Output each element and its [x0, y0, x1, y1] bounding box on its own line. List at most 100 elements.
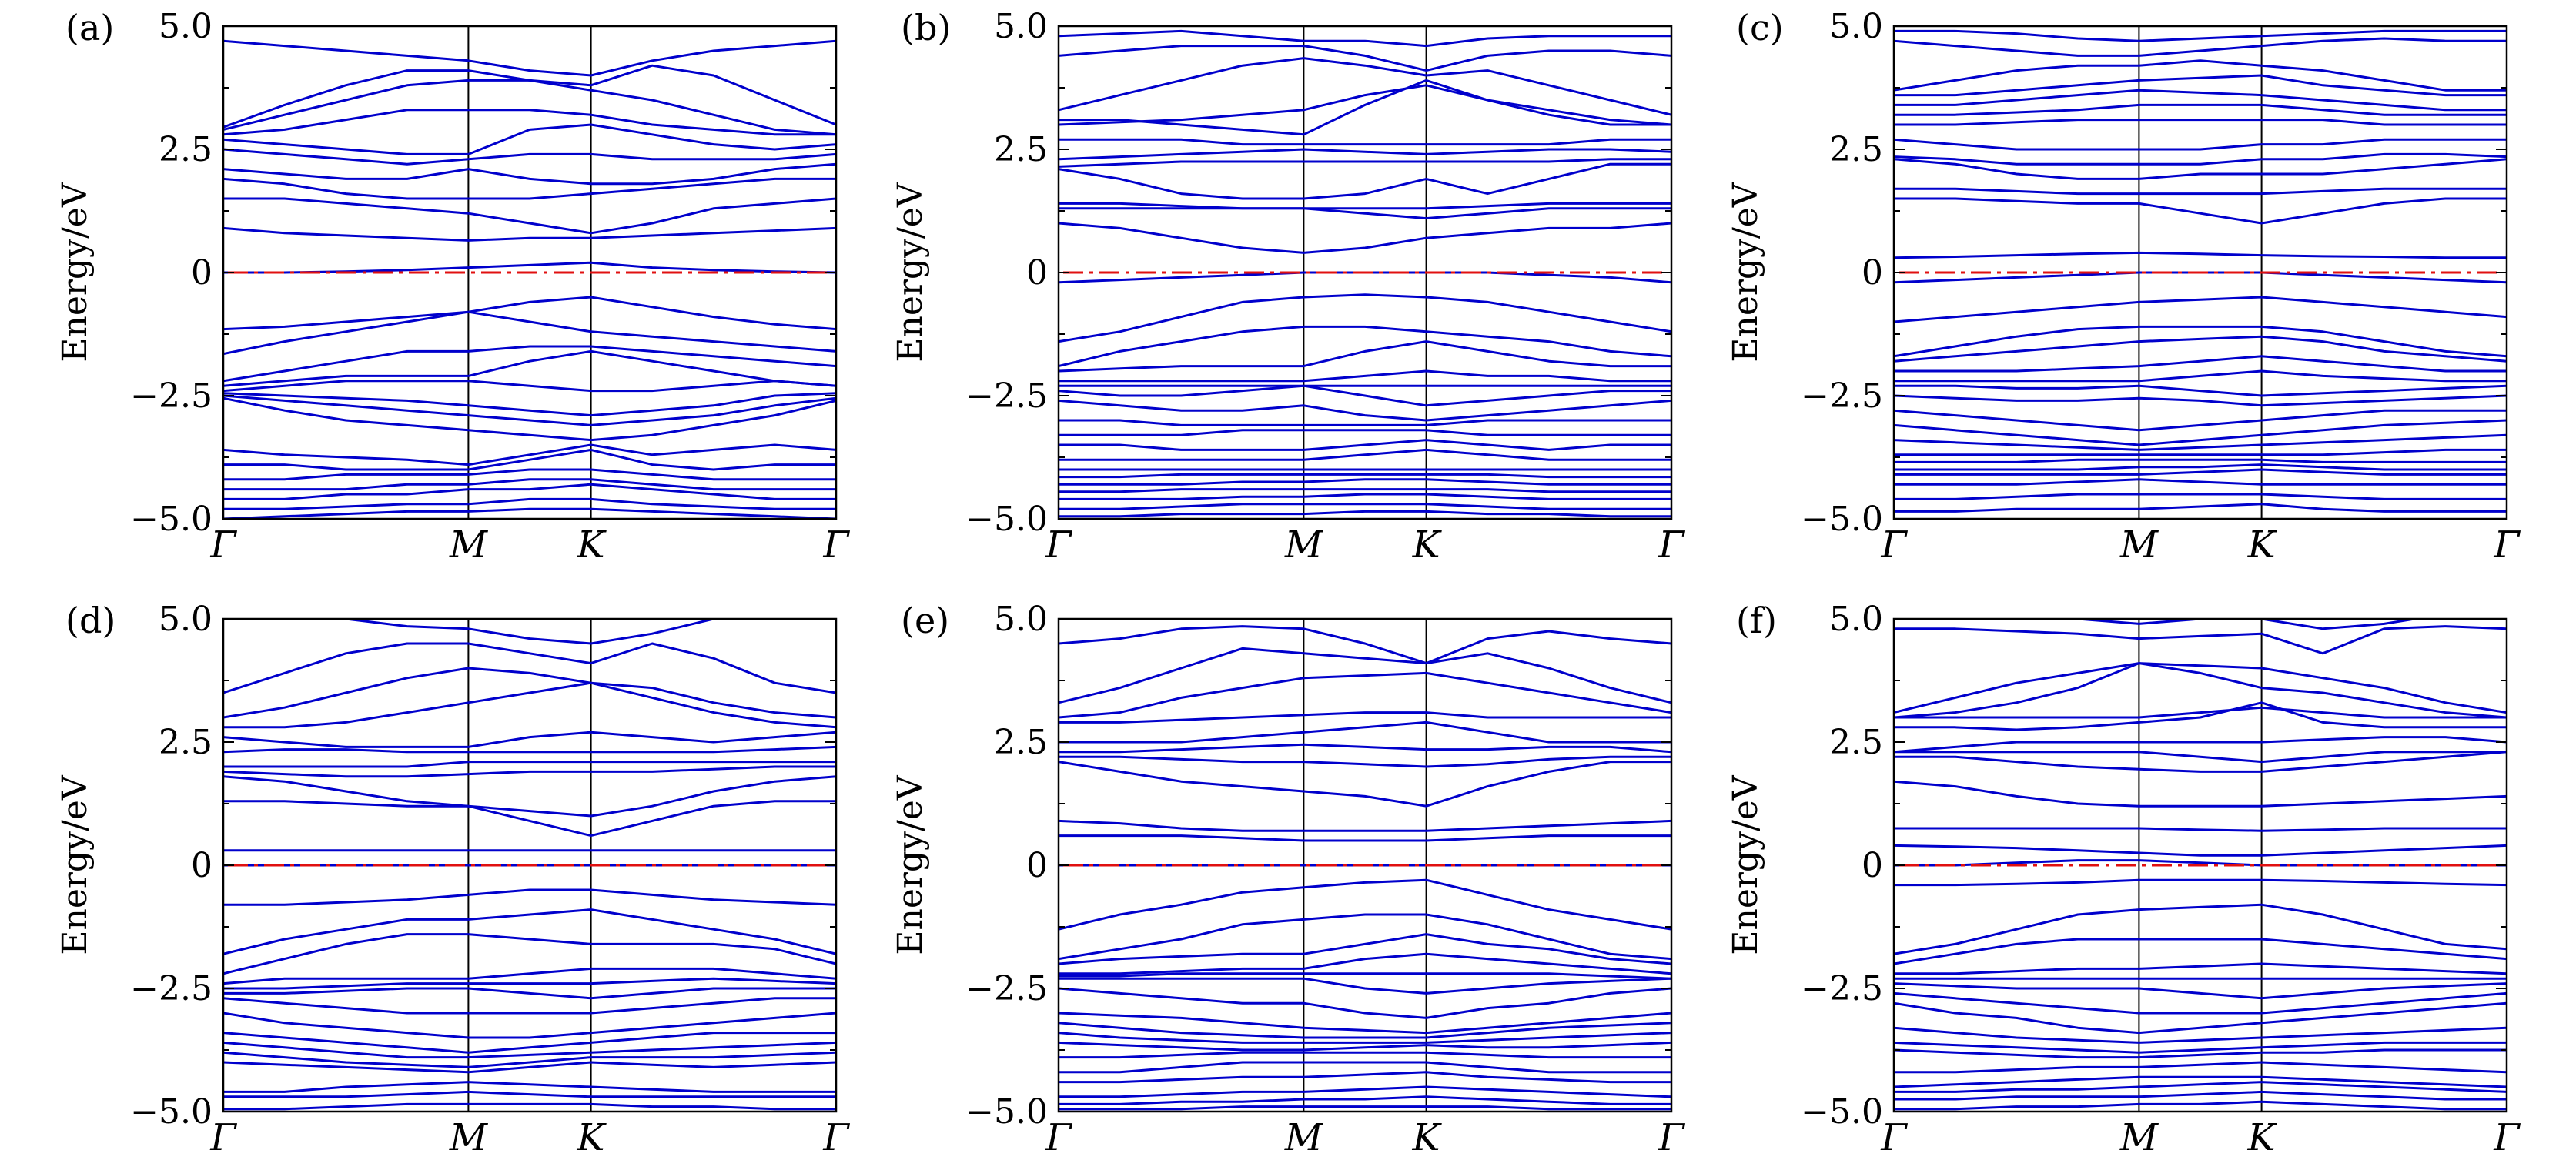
band-line [2063, 619, 2423, 630]
k-point-label: M [2119, 1116, 2159, 1159]
band-line [1894, 335, 2507, 363]
k-point-label: Γ [822, 1116, 850, 1159]
band-line [1894, 751, 2507, 773]
band-line [1059, 987, 1671, 1019]
y-axis-title: Energy/eV [1726, 182, 1765, 362]
band-line [1894, 1075, 2507, 1088]
band-line [1894, 478, 2507, 486]
k-point-label: M [449, 1116, 489, 1159]
band-line [1894, 1001, 2507, 1035]
band-line [223, 394, 836, 426]
band-line [1059, 340, 1671, 373]
band-line [1059, 429, 1671, 436]
band-line [1894, 458, 2507, 463]
band-line [1059, 510, 1671, 518]
band-line [1059, 743, 1671, 754]
y-tick-label: 2.5 [1829, 130, 1883, 169]
y-tick-label: 0 [1026, 253, 1048, 293]
band-line [223, 483, 836, 500]
k-point-label: Γ [2493, 523, 2521, 567]
band-line [1059, 1095, 1671, 1105]
y-tick-label: 2.5 [994, 130, 1048, 169]
band-line [1059, 1061, 1671, 1074]
band-line [1894, 1041, 2507, 1054]
band-line [331, 619, 721, 645]
band-panel-d: −5.0 −2.5 0 2.5 5.0 Γ M K Γ Energy/eV (d) [55, 600, 850, 1159]
k-point-label: Γ [822, 523, 850, 567]
y-tick-label: 2.5 [159, 130, 212, 169]
band-line [223, 765, 836, 778]
band-line [1894, 433, 2507, 451]
band-line [1275, 619, 1517, 620]
band-line [1894, 706, 2507, 719]
band-line [1059, 202, 1671, 210]
band-line [1894, 103, 2507, 116]
band-line [223, 800, 836, 838]
bands-group [1059, 29, 1671, 518]
k-point-label: Γ [1880, 1116, 1908, 1159]
band-line [1894, 1100, 2507, 1111]
bands-group [1894, 619, 2507, 1111]
y-tick-label: 5.0 [1829, 600, 1883, 639]
band-line [1059, 222, 1671, 254]
k-point-label: K [1412, 523, 1443, 567]
band-line [1894, 1048, 2507, 1059]
band-line [1894, 29, 2507, 42]
y-tick-label: 0 [1026, 846, 1048, 885]
band-line [1059, 439, 1671, 451]
band-line [1059, 84, 1671, 126]
band-panel-f: −5.0 −2.5 0 2.5 5.0 Γ M K Γ Energy/eV (f) [1726, 600, 2521, 1159]
bands-group [223, 619, 836, 1111]
band-line [1894, 355, 2507, 373]
band-line [1894, 1090, 2507, 1101]
band-line [1059, 625, 1671, 665]
band-line [1059, 952, 1671, 975]
band-line [1059, 148, 1671, 161]
band-line [1059, 448, 1671, 461]
y-tick-label: −2.5 [1801, 969, 1883, 1008]
band-line [223, 261, 836, 274]
bands-group [1894, 29, 2507, 513]
band-line [223, 681, 836, 729]
band-line [223, 345, 836, 383]
band-line [223, 731, 836, 748]
y-tick-label: −5.0 [130, 500, 212, 539]
band-line [1894, 751, 2507, 764]
band-line [1894, 878, 2507, 887]
band-line [223, 443, 836, 466]
band-line [223, 148, 836, 166]
k-point-label: Γ [1658, 1116, 1685, 1159]
band-line [1894, 493, 2507, 500]
y-tick-label: −2.5 [1801, 376, 1883, 416]
k-point-label: Γ [2493, 1116, 2521, 1159]
band-line [1894, 384, 2507, 397]
y-axis-title: Energy/eV [55, 182, 95, 362]
band-line [223, 123, 836, 155]
band-line [1894, 409, 2507, 432]
band-line [1059, 45, 1671, 72]
band-line [1894, 369, 2507, 383]
y-tick-label: 5.0 [159, 600, 212, 639]
band-line [223, 396, 836, 442]
band-line [1059, 1071, 1671, 1084]
band-line [223, 177, 836, 200]
band-line [1059, 878, 1671, 931]
band-line [1894, 448, 2507, 456]
band-line [223, 1041, 836, 1059]
band-line [1894, 662, 2507, 719]
y-tick-label: 5.0 [1829, 7, 1883, 46]
panel-label: (a) [65, 7, 114, 48]
band-line [223, 507, 836, 519]
band-line [1059, 79, 1671, 136]
band-line [223, 109, 836, 136]
band-line [1894, 780, 2507, 808]
band-line [223, 667, 836, 719]
y-tick-label: 0 [1862, 846, 1883, 885]
band-line [1059, 1105, 1671, 1111]
k-point-label: M [1284, 523, 1324, 567]
band-panel-a: −5.0 −2.5 0 2.5 5.0 Γ M K Γ Energy/eV (a) [55, 7, 850, 567]
panel-label: (e) [901, 600, 949, 641]
band-line [1894, 463, 2507, 471]
band-line [1059, 913, 1671, 961]
band-line [223, 197, 836, 235]
